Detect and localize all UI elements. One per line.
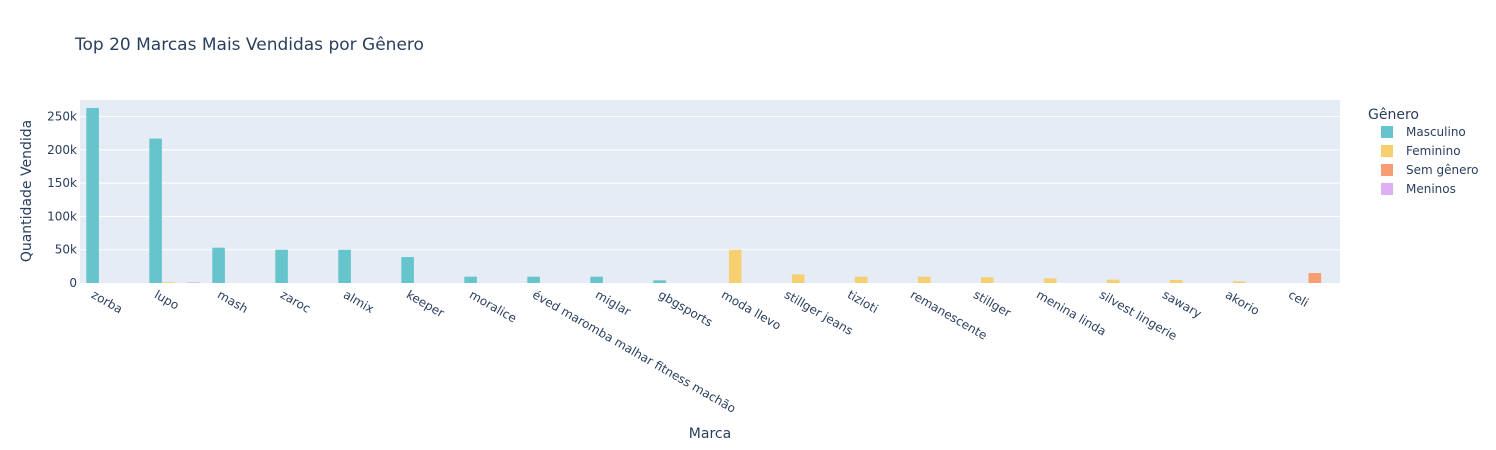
x-tick-label: celi bbox=[1286, 287, 1311, 309]
bar-masculino-0[interactable] bbox=[86, 107, 99, 284]
x-tick-label: moda llevo bbox=[719, 287, 783, 332]
bar-masculino-9[interactable] bbox=[653, 280, 666, 283]
bar-masculino-4[interactable] bbox=[338, 249, 351, 283]
bar-feminino-13[interactable] bbox=[917, 276, 931, 283]
legend-swatch[interactable] bbox=[1381, 126, 1393, 138]
x-tick-label: sawary bbox=[1160, 287, 1204, 321]
bar-meninos-1[interactable] bbox=[187, 282, 200, 283]
y-tick-label: 250k bbox=[47, 110, 77, 124]
plot-area bbox=[80, 100, 1340, 283]
y-tick-labels: 0 50k 100k 150k 200k 250k bbox=[47, 110, 77, 290]
x-tick-label: zaroc bbox=[278, 287, 313, 315]
bar-feminino-15[interactable] bbox=[1043, 278, 1057, 283]
legend-title: Gênero bbox=[1368, 107, 1419, 123]
gridlines bbox=[80, 116, 1340, 251]
x-tick-label: éved maromba malhar fitness machão bbox=[530, 287, 738, 415]
bar-feminino-10[interactable] bbox=[728, 249, 742, 283]
bar-sem-gênero-19[interactable] bbox=[1308, 273, 1322, 283]
y-axis-title: Quantidade Vendida bbox=[19, 120, 35, 262]
chart-title: Top 20 Marcas Mais Vendidas por Gênero bbox=[74, 35, 424, 55]
x-tick-label: mash bbox=[215, 287, 250, 316]
x-tick-label: lupo bbox=[152, 287, 181, 312]
legend: Gênero Masculino Feminino Sem gênero Menino… bbox=[1368, 107, 1479, 196]
bar-masculino-5[interactable] bbox=[401, 257, 414, 283]
y-tick-label: 150k bbox=[47, 176, 77, 190]
x-tick-label: gbgsports bbox=[656, 287, 715, 329]
bar-feminino-12[interactable] bbox=[854, 276, 868, 283]
x-tick-label: menina linda bbox=[1034, 287, 1109, 338]
y-tick-label: 100k bbox=[47, 209, 77, 223]
y-tick-label: 0 bbox=[69, 276, 77, 290]
bar-masculino-1[interactable] bbox=[149, 138, 162, 283]
legend-label[interactable]: Masculino bbox=[1406, 125, 1466, 139]
bar-feminino-17[interactable] bbox=[1169, 280, 1183, 283]
x-tick-label: tizioti bbox=[845, 287, 881, 316]
bars bbox=[86, 107, 1322, 284]
legend-label[interactable]: Sem gênero bbox=[1406, 163, 1479, 177]
bar-feminino-11[interactable] bbox=[791, 274, 805, 283]
bar-masculino-3[interactable] bbox=[275, 249, 288, 283]
x-tick-label: moralice bbox=[467, 287, 519, 325]
legend-swatch[interactable] bbox=[1381, 164, 1393, 176]
x-tick-label: almix bbox=[341, 287, 376, 316]
x-tick-label: zorba bbox=[89, 287, 125, 316]
x-tick-label: stillger jeans bbox=[782, 287, 855, 337]
bar-masculino-2[interactable] bbox=[212, 247, 225, 283]
legend-label[interactable]: Meninos bbox=[1406, 182, 1456, 196]
bar-feminino-16[interactable] bbox=[1106, 279, 1120, 283]
y-tick-label: 200k bbox=[47, 143, 77, 157]
legend-swatch[interactable] bbox=[1381, 145, 1393, 157]
bar-feminino-18[interactable] bbox=[1232, 281, 1246, 283]
bar-masculino-8[interactable] bbox=[590, 276, 603, 283]
x-tick-labels: zorba lupo mash zaroc almix keeper moralice éve… bbox=[89, 287, 1311, 415]
x-tick-label: akorio bbox=[1223, 287, 1262, 318]
y-tick-label: 50k bbox=[55, 243, 77, 257]
bar-feminino-14[interactable] bbox=[980, 277, 994, 283]
bar-feminino-1[interactable] bbox=[161, 282, 175, 283]
x-tick-label: miglar bbox=[593, 287, 633, 318]
x-tick-label: stillger bbox=[971, 287, 1013, 320]
bar-masculino-7[interactable] bbox=[527, 276, 540, 283]
legend-swatch[interactable] bbox=[1381, 183, 1393, 195]
legend-label[interactable]: Feminino bbox=[1406, 144, 1461, 158]
x-tick-label: keeper bbox=[404, 287, 447, 320]
x-axis-title: Marca bbox=[689, 426, 731, 442]
bar-masculino-6[interactable] bbox=[464, 276, 477, 283]
